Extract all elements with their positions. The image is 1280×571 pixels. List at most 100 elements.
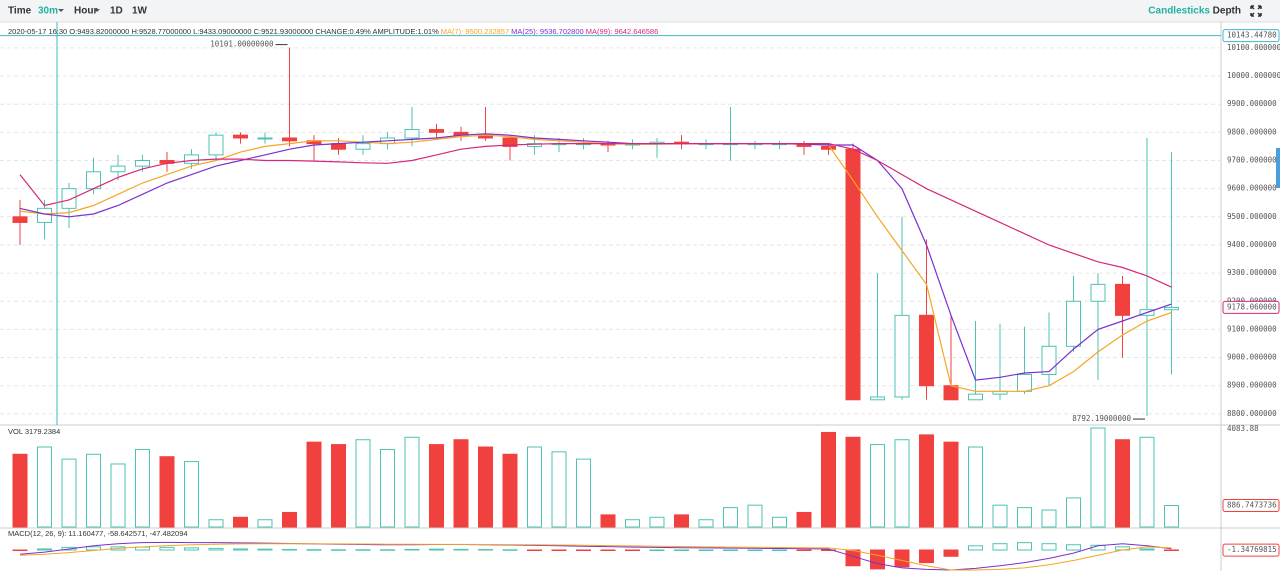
legend-entry: MA(25): 9536.702800 [511, 27, 584, 36]
volume-bar [821, 431, 836, 528]
volume-bar [649, 516, 665, 528]
moving-average [19, 134, 1172, 392]
volume-bar [576, 458, 591, 528]
volume-bar [453, 439, 469, 528]
macd-bar [674, 549, 689, 551]
volume-bar [698, 519, 714, 528]
toolbar-item[interactable]: Depth [1213, 6, 1241, 17]
price-label: 9178.060000 [1227, 302, 1277, 311]
macd-bar [12, 549, 28, 552]
volume-bar [968, 446, 983, 528]
candle-body [404, 129, 420, 139]
macd-bar [429, 548, 444, 551]
volume-bar [257, 519, 273, 528]
macd-bar [576, 549, 591, 551]
volume-bar [306, 441, 322, 528]
volume-bar [527, 446, 542, 528]
volume-bar [208, 519, 224, 528]
volume-bar [233, 516, 248, 528]
toolbar-item[interactable]: Time [8, 6, 32, 17]
y-tick-label: 9300.000000 [1227, 268, 1277, 277]
volume-bar [1041, 509, 1057, 528]
fullscreen-icon[interactable] [1250, 5, 1262, 17]
macd-bar [747, 549, 763, 551]
y-tick-label: 9400.000000 [1227, 240, 1277, 249]
macd-bar [1017, 542, 1032, 551]
volume-bar [894, 439, 910, 528]
macd-bar [1066, 544, 1081, 551]
y-tick-label: 9900.000000 [1227, 99, 1277, 108]
candle-body [919, 314, 934, 387]
volume-bar [943, 441, 959, 528]
toolbar-item[interactable]: Hour [74, 6, 97, 17]
macd-bar [894, 549, 910, 568]
y-tick-label: 4083.88 [1227, 424, 1259, 433]
candle-body [282, 137, 297, 142]
candle-body [1041, 345, 1057, 375]
price-label: 886.7473736 [1227, 501, 1277, 510]
candle-body [1115, 283, 1130, 316]
macd-bar [625, 549, 640, 551]
volume-bar [12, 453, 28, 528]
moving-average [19, 133, 1172, 381]
macd-bar [404, 548, 420, 551]
macd-bar [331, 549, 346, 551]
candle-body [821, 145, 836, 150]
candle-body [870, 396, 885, 401]
toolbar-item[interactable]: 30m [38, 6, 58, 17]
y-tick-label: 9000.000000 [1227, 353, 1277, 362]
volume-bar [1090, 427, 1106, 528]
macd-bar [453, 548, 469, 551]
toolbar-item[interactable]: 1D [110, 6, 123, 17]
macd-bar [502, 549, 518, 551]
y-tick-label: 9600.000000 [1227, 184, 1277, 193]
candle-body [355, 143, 371, 150]
legend-entry: MA(7): 9500.232857 [441, 27, 509, 36]
toolbar-item[interactable]: 1W [132, 6, 148, 17]
candle-body [61, 188, 77, 209]
candle-body [257, 137, 273, 140]
toolbar-item[interactable]: Candlesticks [1148, 6, 1210, 17]
candle-body [1066, 300, 1081, 347]
macd-bar [233, 548, 248, 551]
volume-bar [37, 446, 52, 528]
macd-bar [796, 549, 812, 551]
y-tick-label: 10000.000000 [1227, 71, 1280, 80]
volume-bar [61, 458, 77, 528]
volume-bar [845, 436, 861, 528]
moving-average [19, 143, 1172, 288]
price-label-box [1222, 29, 1280, 43]
scrollbar[interactable] [1276, 148, 1280, 188]
volume-bar [625, 519, 640, 528]
macd-bar [208, 547, 224, 551]
macd-bar [1164, 549, 1179, 551]
toolbar [0, 0, 1280, 22]
panel-title: VOL 3179.2384 [8, 427, 60, 436]
price-label-box [1222, 300, 1280, 314]
volume-bar [110, 463, 126, 528]
candle-body [233, 134, 248, 139]
volume-bar [772, 516, 787, 528]
panel-title: MACD(12, 26, 9): 11.160477, -58.642571, … [8, 529, 188, 538]
macd-bar [1041, 543, 1057, 551]
volume-bar [1164, 505, 1179, 528]
price-label: 10143.44780 [1227, 31, 1277, 40]
candle-body [12, 216, 28, 223]
candle-body [943, 385, 959, 401]
volume-bar [135, 448, 150, 528]
macd-bar [551, 549, 567, 551]
macd-bar [600, 549, 616, 551]
candle-body [135, 160, 150, 167]
extreme-annotation: 8792.19000000 [1072, 414, 1131, 423]
volume-bar [1115, 439, 1130, 528]
y-tick-label: 8900.000000 [1227, 381, 1277, 390]
volume-bar [723, 507, 738, 528]
volume-bar [551, 451, 567, 528]
volume-bar [404, 436, 420, 528]
candle-body [429, 129, 444, 133]
volume-bar [478, 446, 493, 528]
candle-body [502, 137, 518, 147]
volume-bar [184, 461, 199, 528]
candle-body [968, 393, 983, 401]
